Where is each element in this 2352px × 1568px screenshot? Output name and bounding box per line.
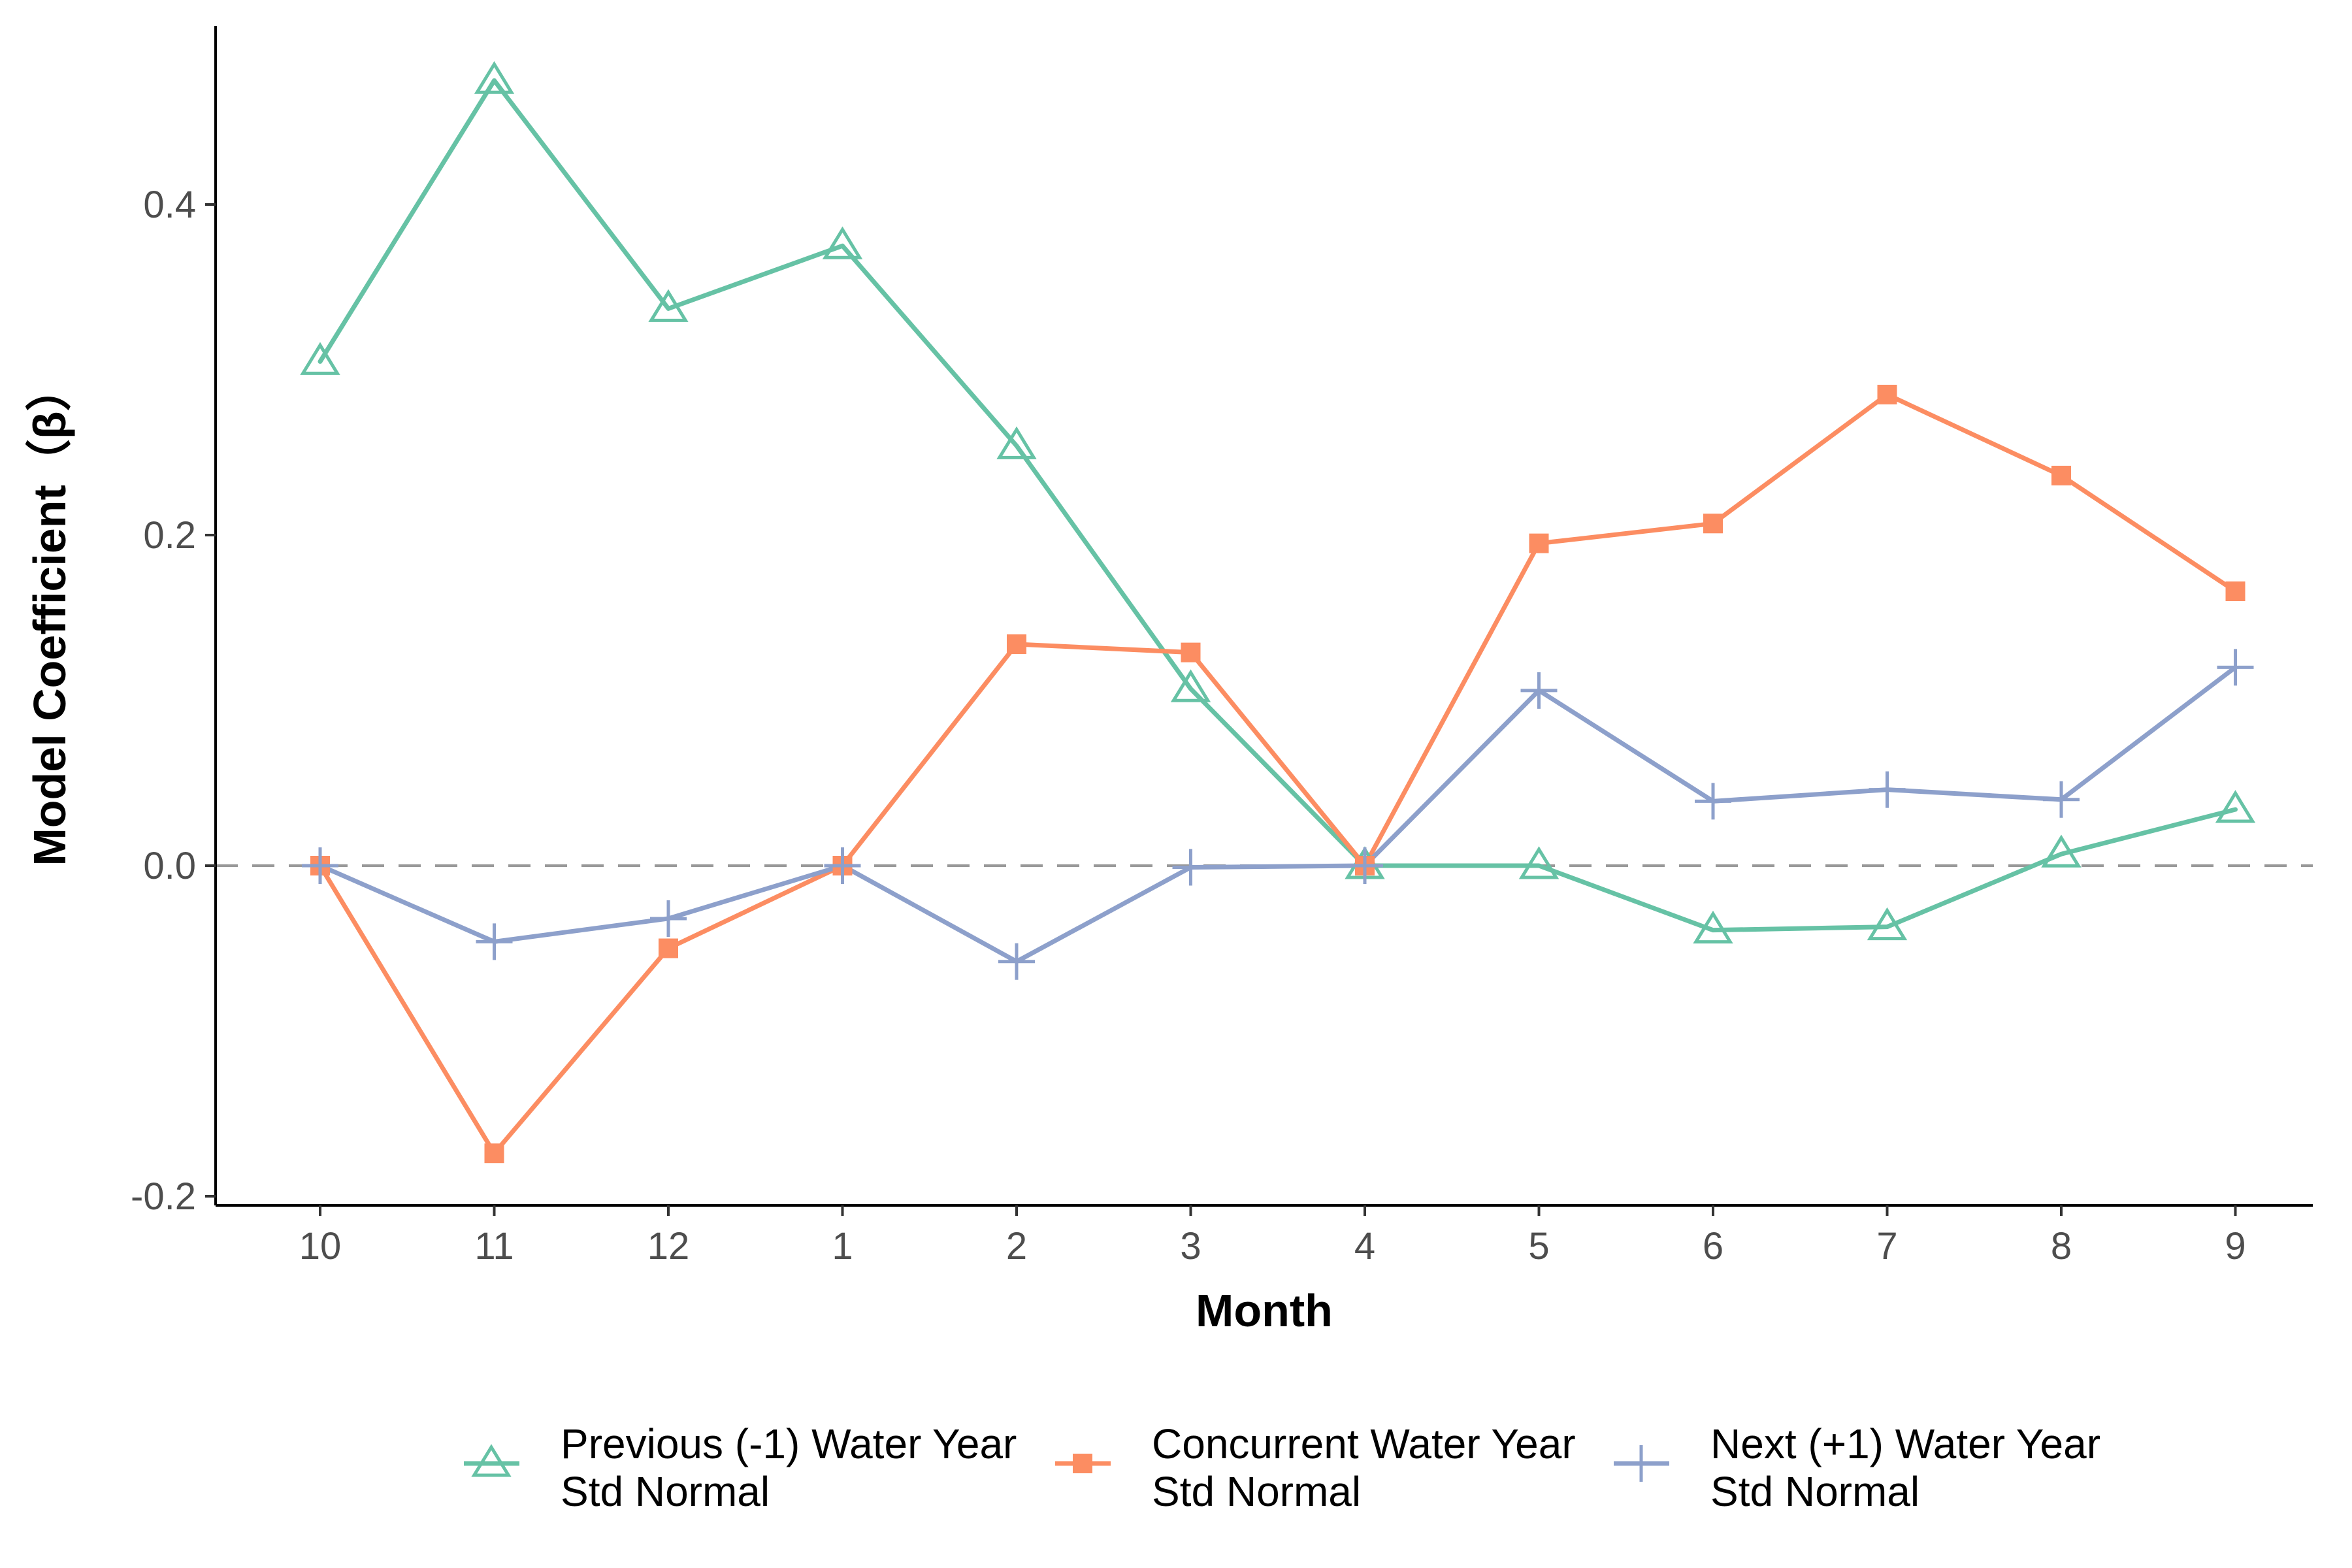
series-0-point-11 (474, 61, 515, 94)
series-1-point-6 (1703, 514, 1723, 534)
legend-key-marker (471, 1444, 512, 1477)
series-2-point-6 (1695, 783, 1731, 820)
x-tick-label: 11 (474, 1225, 514, 1267)
series-1-point-12 (659, 938, 678, 958)
series-0-point-12 (648, 289, 689, 322)
x-tick-label: 1 (832, 1225, 853, 1267)
series-line-1 (318, 392, 2238, 1156)
y-tick-label: 0.2 (143, 514, 196, 557)
legend-label-line2: Std Normal (1710, 1468, 1919, 1515)
series-2-point-7 (1869, 771, 1906, 808)
series-0-point-9 (2215, 790, 2256, 823)
x-tick-label: 7 (1876, 1225, 1897, 1267)
y-tick-label: 0.0 (143, 845, 196, 887)
x-tick-label: 12 (647, 1225, 690, 1267)
x-tick-label: 2 (1006, 1225, 1027, 1267)
legend-label-line2: Std Normal (561, 1468, 770, 1515)
series-2-point-5 (1520, 672, 1558, 709)
x-tick-label: 4 (1354, 1225, 1375, 1267)
series-1-point-8 (2051, 465, 2071, 485)
x-tick-label: 3 (1180, 1225, 1201, 1267)
series-2-point-9 (2217, 649, 2254, 686)
series-0-point-7 (1867, 907, 1908, 941)
series-1-point-9 (2225, 581, 2246, 602)
series-line-0 (318, 78, 2238, 933)
series-1-point-7 (1877, 384, 1897, 404)
series-line-2 (318, 664, 2238, 964)
legend-key-marker (1623, 1445, 1659, 1482)
series-2-point-8 (2043, 781, 2080, 818)
legend-label-line1: Next (+1) Water Year (1710, 1420, 2100, 1467)
series-1-point-11 (484, 1143, 504, 1164)
series-1-point-2 (1007, 634, 1026, 654)
legend-label-line1: Concurrent Water Year (1152, 1420, 1576, 1467)
x-tick-label: 5 (1528, 1225, 1549, 1267)
series-2-point-12 (650, 900, 687, 937)
x-tick-label: 9 (2225, 1225, 2246, 1267)
series-1-point-5 (1529, 533, 1549, 553)
y-tick-label: -0.2 (131, 1175, 196, 1218)
series-0-point-1 (822, 226, 863, 259)
series-2-point-11 (476, 923, 513, 960)
y-tick-label: 0.4 (143, 184, 196, 226)
series-2-point-2 (998, 943, 1035, 980)
y-axis-title: Model Coefficient（β） (24, 365, 75, 866)
x-axis-title: Month (1196, 1285, 1333, 1336)
x-tick-label: 6 (1703, 1225, 1723, 1267)
x-tick-label: 8 (2051, 1225, 2072, 1267)
legend-label-line1: Previous (-1) Water Year (561, 1420, 1017, 1467)
series-2-point-4 (1347, 847, 1383, 884)
series-0-point-8 (2041, 834, 2082, 868)
series-0-point-5 (1518, 846, 1560, 879)
series-0-point-2 (996, 426, 1037, 459)
series-0-point-6 (1693, 910, 1733, 944)
series-0-point-10 (300, 342, 340, 375)
series-2-point-10 (302, 847, 338, 884)
plot-area (216, 61, 2313, 1164)
legend-key-marker (1073, 1454, 1092, 1473)
x-tick-label: 10 (299, 1225, 342, 1267)
series-1-point-3 (1181, 642, 1201, 662)
legend-label-line2: Std Normal (1152, 1468, 1361, 1515)
series-0-point-3 (1170, 669, 1211, 702)
series-2-point-1 (824, 847, 861, 884)
series-2-point-3 (1172, 849, 1209, 886)
